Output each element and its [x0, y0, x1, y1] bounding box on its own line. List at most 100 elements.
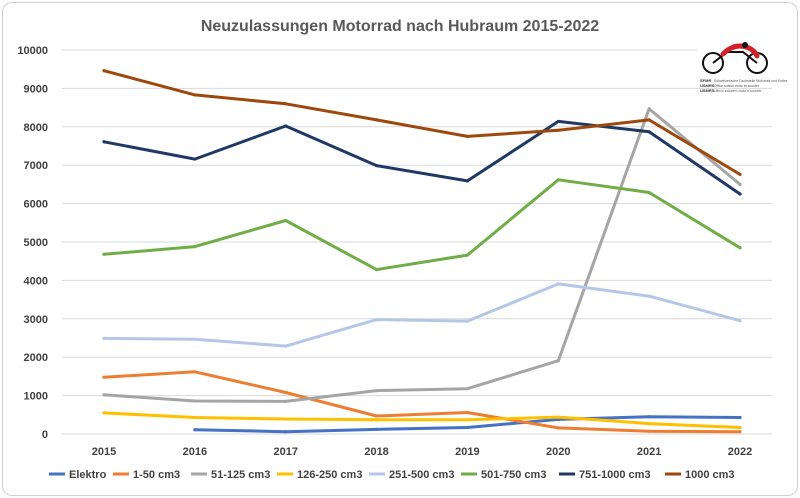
y-tick-label: 7000 — [24, 160, 48, 172]
data-point — [556, 359, 560, 363]
x-tick-label: 2018 — [364, 446, 388, 458]
data-point — [102, 375, 106, 379]
y-tick-label: 0 — [42, 429, 48, 441]
data-point — [465, 418, 470, 422]
data-point — [465, 387, 470, 391]
y-tick-label: 4000 — [24, 275, 48, 287]
logo-line1: SFMR — [700, 78, 711, 83]
data-point — [284, 218, 288, 223]
data-point — [738, 246, 742, 250]
data-point — [374, 118, 379, 122]
y-tick-label: 5000 — [24, 237, 48, 249]
data-point — [465, 134, 470, 138]
logo-line2: Schweizerische Fachstelle Motorrad und R… — [714, 79, 788, 83]
data-point — [284, 344, 288, 348]
series-line-7 — [102, 69, 742, 176]
data-point — [193, 399, 197, 403]
data-point — [647, 190, 651, 195]
data-point — [556, 415, 560, 419]
x-tick-label: 2022 — [728, 446, 752, 458]
data-point — [738, 192, 742, 196]
x-tick-label: 2019 — [455, 446, 479, 458]
data-point — [193, 370, 197, 374]
x-tick-label: 2021 — [637, 446, 661, 458]
data-point — [465, 179, 470, 183]
data-point — [374, 418, 379, 422]
chart-title: Neuzulassungen Motorrad nach Hubraum 201… — [201, 18, 599, 35]
data-point — [647, 294, 651, 298]
data-point — [647, 130, 651, 134]
data-point — [193, 245, 197, 249]
data-point — [374, 427, 379, 431]
y-tick-label: 1000 — [24, 391, 48, 403]
data-point — [193, 428, 197, 432]
data-point — [465, 319, 470, 323]
logo-line6: Ufficio svizzero moto e scooter — [714, 89, 762, 93]
y-axis-ticks: 0 1000 2000 3000 4000 5000 6000 7000 8000 9000 100… — [17, 45, 48, 441]
data-point — [374, 163, 379, 168]
y-tick-label: 9000 — [24, 83, 48, 95]
data-point — [738, 182, 742, 186]
x-tick-label: 2015 — [92, 446, 116, 458]
data-point — [193, 415, 197, 420]
data-point — [738, 415, 742, 420]
series-line-3 — [102, 411, 742, 429]
data-point — [284, 102, 288, 106]
y-tick-label: 10000 — [17, 45, 48, 57]
data-point — [647, 107, 651, 111]
data-point — [738, 430, 742, 434]
data-point — [465, 410, 470, 415]
legend: Elektro 1-50 cm3 51-125 cm3 126-250 cm3 251-… — [49, 469, 735, 481]
data-point — [284, 399, 288, 403]
series-line-6 — [102, 119, 742, 196]
motorbike-icon — [702, 42, 768, 74]
legend-label: 251-500 cm3 — [389, 469, 454, 481]
data-point — [374, 389, 379, 393]
data-point — [284, 430, 288, 434]
logo-caption: SFMR Schweizerische Fachstelle Motorrad … — [700, 78, 788, 93]
data-point — [738, 319, 742, 323]
series-line-1 — [102, 370, 742, 434]
legend-label: 1000 cm3 — [685, 469, 735, 481]
data-point — [556, 128, 560, 132]
data-point — [647, 429, 651, 433]
logo-line4: Office suisse moto et scooter — [714, 84, 760, 88]
data-point — [374, 268, 379, 272]
x-tick-label: 2020 — [546, 446, 570, 458]
data-point — [102, 69, 106, 73]
data-point — [284, 417, 288, 421]
data-point — [374, 414, 379, 418]
gridlines — [62, 49, 772, 435]
data-point — [465, 425, 470, 430]
legend-label: 51-125 cm3 — [211, 469, 270, 481]
data-point — [102, 336, 106, 340]
data-point — [193, 93, 197, 97]
legend-label: 751-1000 cm3 — [579, 469, 651, 481]
data-point — [193, 157, 197, 161]
data-point — [556, 119, 560, 124]
data-point — [738, 425, 742, 430]
series-line-4 — [102, 282, 742, 348]
x-axis-ticks: 2015 2016 2017 2018 2019 2020 2021 2022 — [92, 446, 752, 458]
data-point — [374, 317, 379, 322]
legend-label: 1-50 cm3 — [133, 469, 180, 481]
y-tick-label: 6000 — [24, 199, 48, 211]
legend-label: 501-750 cm3 — [481, 469, 546, 481]
x-tick-label: 2016 — [183, 446, 207, 458]
data-point — [556, 178, 560, 182]
y-tick-label: 8000 — [24, 122, 48, 134]
data-point — [102, 393, 106, 397]
x-tick-label: 2017 — [273, 446, 297, 458]
data-point — [284, 390, 288, 395]
data-point — [193, 337, 197, 341]
y-tick-label: 2000 — [24, 352, 48, 364]
data-point — [647, 422, 651, 426]
series-lines — [102, 69, 742, 434]
series-line-2 — [102, 107, 742, 403]
data-point — [647, 415, 651, 419]
series-line-5 — [102, 178, 742, 272]
data-point — [102, 252, 106, 256]
legend-label: 126-250 cm3 — [297, 469, 362, 481]
data-point — [647, 118, 651, 122]
